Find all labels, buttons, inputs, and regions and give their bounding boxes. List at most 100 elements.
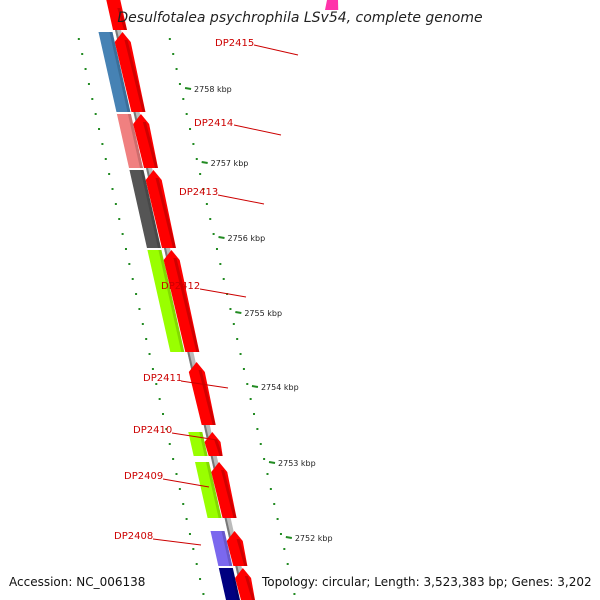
gene-label: DP2414 (194, 118, 233, 129)
inner-tick (185, 518, 188, 520)
map-title: Desulfotalea psychrophila LSv54, complet… (117, 10, 483, 26)
outer-tick (175, 68, 178, 70)
gene-label: DP2411 (143, 373, 182, 384)
scale-label: 2754 kbp (261, 383, 299, 392)
outer-tick (205, 203, 208, 205)
inner-tick (202, 593, 205, 595)
outer-tick (283, 548, 286, 550)
forward-gene-arrow (204, 432, 223, 456)
outer-tick (246, 383, 249, 385)
scale-tick (218, 236, 225, 239)
category-block-shade (140, 170, 161, 248)
outer-tick (212, 233, 215, 235)
scale-tick (251, 385, 259, 388)
inner-tick (158, 398, 161, 400)
gene-label-leader (152, 538, 202, 546)
outer-tick (199, 173, 202, 175)
inner-tick (195, 563, 198, 565)
accession-text: Accession: NC_006138 (9, 575, 146, 589)
outer-tick (189, 128, 192, 130)
outer-tick (219, 263, 222, 265)
inner-tick (81, 53, 84, 55)
outer-tick (269, 488, 272, 490)
outer-tick (236, 338, 239, 340)
inner-tick (124, 248, 127, 250)
outer-tick (279, 533, 282, 535)
outer-tick (229, 308, 232, 310)
outer-tick (202, 188, 205, 190)
scale-tick (184, 87, 192, 90)
inner-tick (108, 173, 111, 175)
forward-gene-arrow (211, 462, 237, 518)
inner-tick (121, 233, 124, 235)
forward-gene-shade (244, 576, 255, 600)
outer-tick (195, 158, 198, 160)
inner-tick (111, 188, 114, 190)
inner-tick (182, 503, 185, 505)
scale-labels: 2758 kbp 2757 kbp 2756 kbp 2755 kbp 2754 kbp… (184, 85, 333, 543)
scale-tick (201, 161, 208, 164)
gene-label-leader (217, 194, 265, 205)
category-block (210, 531, 233, 566)
forward-gene-shade (124, 40, 146, 112)
scale-label: 2757 kbp (211, 159, 249, 168)
outer-tick (273, 503, 276, 505)
inner-tick (168, 443, 171, 445)
category-block-shade (229, 568, 240, 600)
category-block-shade (206, 462, 222, 518)
forward-gene-arrow (106, 0, 128, 30)
outer-tick (276, 518, 279, 520)
outer-tick (290, 578, 293, 580)
inner-tick (199, 578, 202, 580)
forward-gene-shade (155, 178, 176, 248)
outer-tick (239, 353, 242, 355)
forward-gene-shade (117, 8, 128, 30)
outer-tick (242, 368, 245, 370)
inner-tick (131, 278, 134, 280)
category-block (98, 32, 131, 112)
gene-label-leader (199, 288, 247, 298)
forward-gene-shade (221, 470, 237, 518)
genome-summary-text: Topology: circular; Length: 3,523,383 bp… (262, 575, 592, 589)
forward-gene-arrow (145, 170, 176, 248)
forward-gene-arrow (226, 531, 248, 566)
gene-label: DP2408 (114, 531, 153, 542)
scale-tick (285, 536, 293, 539)
forward-gene-shade (236, 539, 248, 566)
inner-tick (151, 368, 154, 370)
gene-label: DP2413 (179, 187, 218, 198)
scale-label: 2752 kbp (295, 534, 333, 543)
scale-tick (235, 311, 242, 314)
scale-label: 2756 kbp (228, 234, 266, 243)
gene-label-leader (180, 380, 229, 389)
scale-label: 2753 kbp (278, 459, 316, 468)
outer-tick (286, 563, 289, 565)
inner-tick (84, 68, 87, 70)
outer-tick (232, 323, 235, 325)
outer-tick (215, 248, 218, 250)
category-block (195, 462, 222, 518)
inner-tick (98, 128, 101, 130)
gene-label-leader (171, 432, 218, 441)
category-block-shade (127, 114, 144, 168)
outer-tick (293, 593, 296, 595)
inner-tick (192, 548, 195, 550)
gene-label-leader (233, 124, 282, 136)
inner-tick (128, 263, 131, 265)
gene-label: DP2409 (124, 471, 163, 482)
inner-tick (135, 293, 138, 295)
inner-tick (141, 323, 144, 325)
gene-label: DP2410 (133, 425, 172, 436)
category-block (129, 170, 161, 248)
category-block (325, 0, 339, 10)
outer-tick (209, 218, 212, 220)
category-block (218, 568, 240, 600)
category-block-shade (158, 250, 185, 352)
forward-gene-track (106, 0, 255, 600)
forward-gene-arrow (114, 32, 146, 112)
category-block-shade (221, 531, 233, 566)
outer-tick (256, 428, 259, 430)
scale-label: 2755 kbp (244, 309, 282, 318)
